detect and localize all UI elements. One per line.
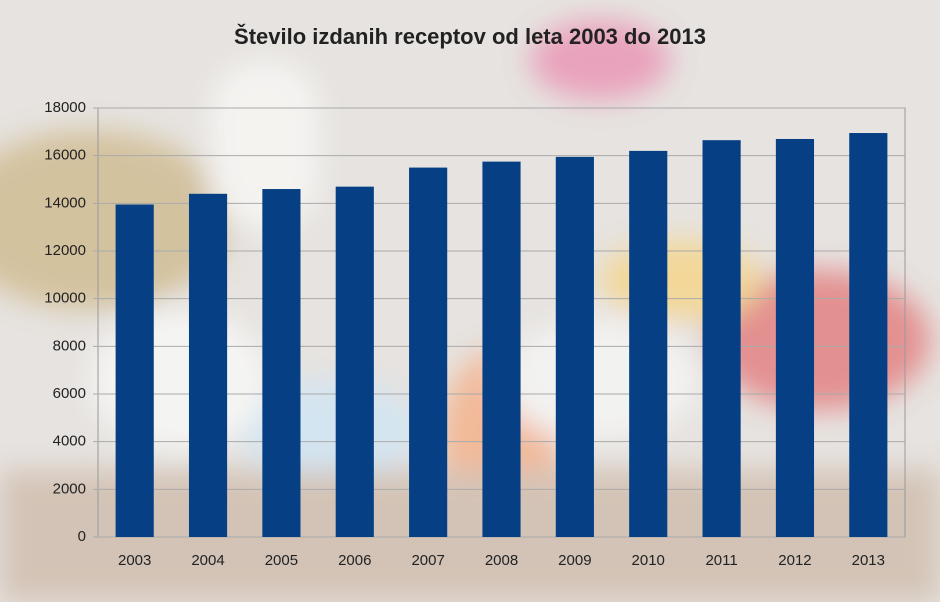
bar [775, 138, 815, 537]
y-tick-label: 14000 [44, 194, 86, 211]
bar [115, 204, 154, 537]
x-tick-label: 2004 [191, 552, 224, 569]
y-tick-label: 10000 [44, 290, 86, 307]
y-tick-label: 6000 [53, 385, 86, 402]
bar [335, 186, 374, 537]
y-tick-label: 12000 [44, 242, 86, 259]
x-tick-label: 2010 [632, 552, 665, 569]
bar [555, 156, 594, 537]
bar [849, 133, 888, 537]
bar [629, 150, 668, 537]
y-tick-label: 18000 [44, 99, 86, 116]
x-tick-label: 2008 [485, 552, 518, 569]
y-tick-label: 4000 [53, 433, 86, 450]
x-tick-label: 2005 [265, 552, 298, 569]
y-tick-label: 16000 [44, 147, 86, 164]
x-tick-label: 2006 [338, 552, 371, 569]
y-tick-label: 8000 [53, 337, 86, 354]
bar [702, 140, 741, 538]
bar [188, 193, 228, 538]
y-tick-label: 0 [78, 528, 86, 545]
x-tick-label: 2011 [705, 552, 737, 569]
x-tick-label: 2012 [778, 552, 811, 569]
x-tick-label: 2003 [118, 552, 151, 569]
bar [482, 161, 521, 537]
x-tick-label: 2009 [558, 552, 591, 569]
bar [262, 189, 301, 538]
bar [409, 167, 448, 538]
y-tick-label: 2000 [53, 480, 86, 497]
x-tick-label: 2013 [852, 552, 885, 569]
chart-title: Število izdanih receptov od leta 2003 do… [234, 24, 706, 49]
x-tick-label: 2007 [411, 552, 444, 569]
